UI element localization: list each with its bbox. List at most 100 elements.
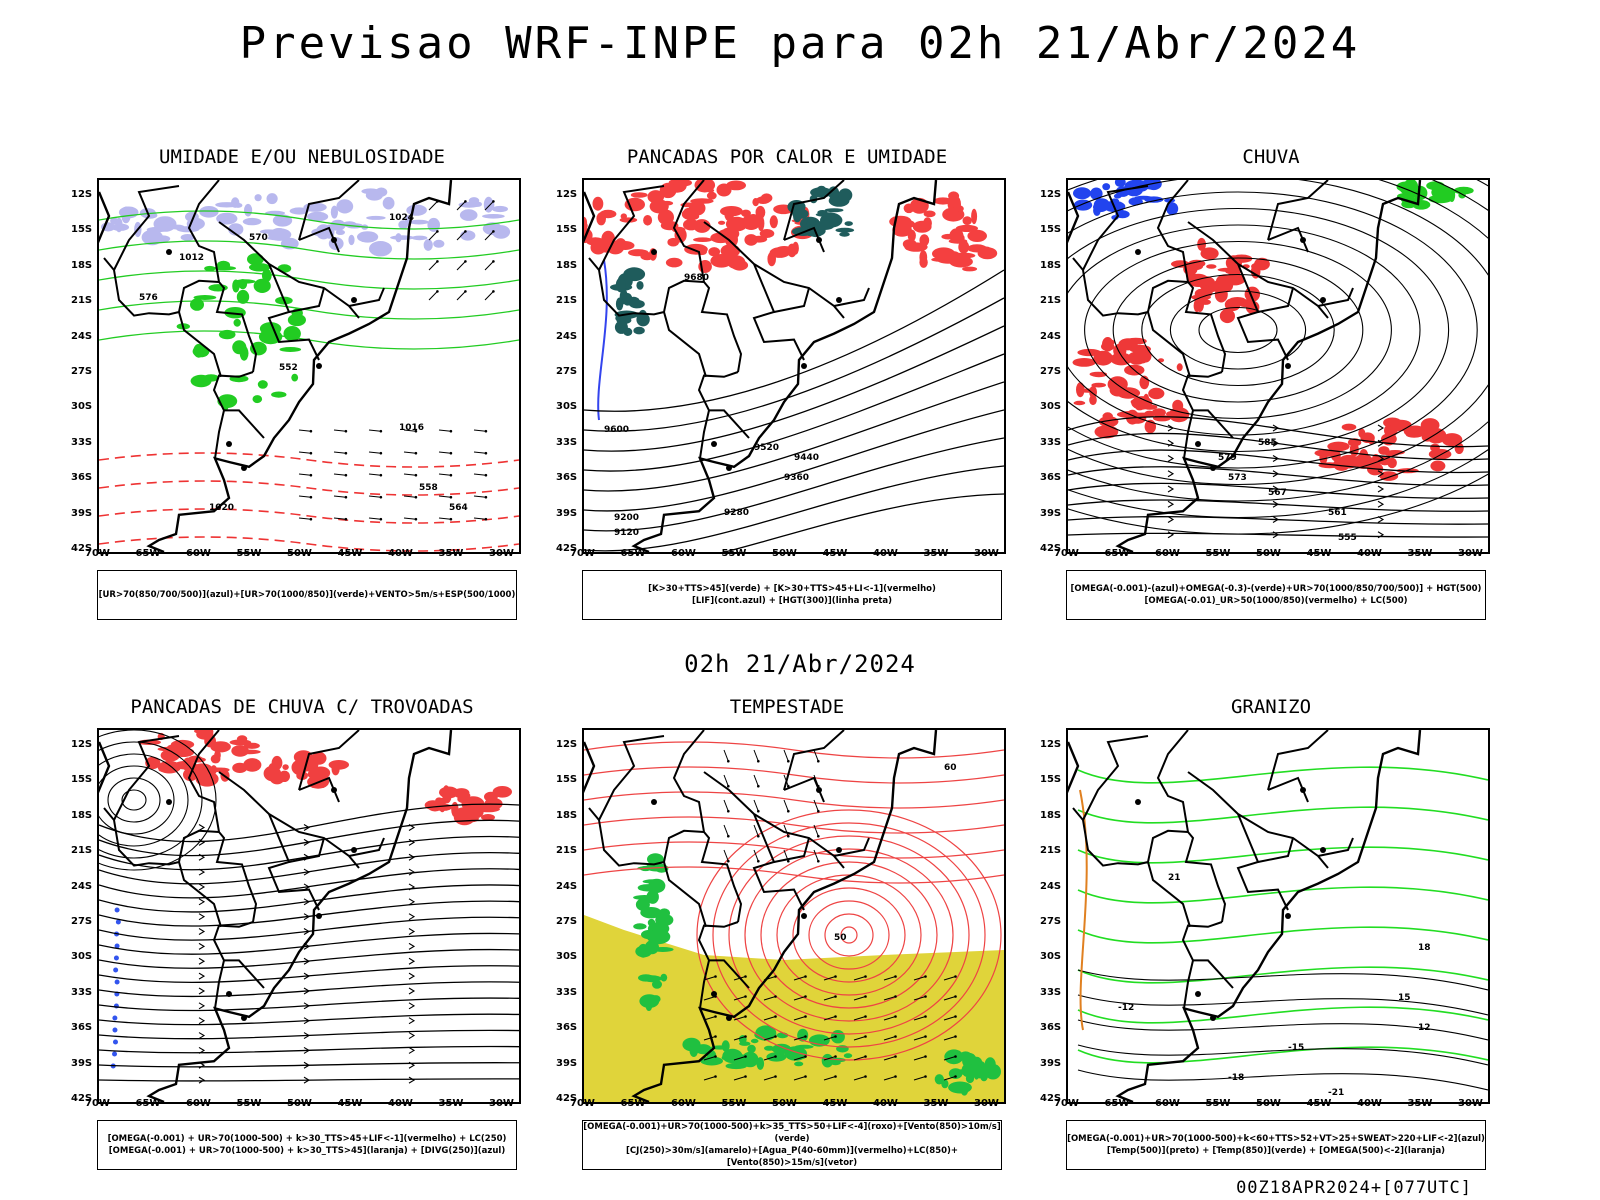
lon-tick-label: 55W [722,1098,747,1109]
lat-tick-label: 18S [1040,810,1061,821]
legend-line: [UR>70(850/700/500)](azul)+[UR>70(1000/8… [98,589,516,601]
lat-tick-label: 27S [71,916,92,927]
lat-tick-label: 27S [556,366,577,377]
lat-tick-label: 18S [71,810,92,821]
lon-tick-label: 35W [439,1098,464,1109]
lat-tick-label: 18S [556,260,577,271]
map-panel: -21 -18 -15 -12 12 15 18 21 [1066,728,1490,1104]
lon-tick-label: 65W [621,548,646,559]
legend-line: [OMEGA(-0.001) + UR>70(1000-500) + k>30_… [98,1133,516,1145]
lat-tick-label: 24S [71,331,92,342]
lon-tick-label: 40W [1357,548,1382,559]
contour-label: 570 [249,233,268,243]
lat-tick-label: 27S [1040,916,1061,927]
panel-legend: [OMEGA(-0.001)-(azul)+OMEGA(-0.3)-(verde… [1066,570,1486,620]
panel-legend: [OMEGA(-0.001) + UR>70(1000-500) + k>30_… [97,1120,517,1170]
lat-tick-label: 33S [1040,437,1061,448]
panel-legend: [OMEGA(-0.001)+UR>70(1000-500)+k<60+TTS>… [1066,1120,1486,1170]
lat-tick-label: 18S [1040,260,1061,271]
page-title: Previsao WRF-INPE para 02h 21/Abr/2024 [0,18,1600,69]
lat-tick-label: 27S [71,366,92,377]
lat-tick-label: 24S [556,881,577,892]
legend-line: [Temp(500)](preto) + [Temp(850)](verde) … [1067,1145,1485,1157]
lat-tick-label: 12S [71,739,92,750]
lon-tick-label: 55W [237,1098,262,1109]
map-svg: 60 50 [584,730,1004,1102]
contour-label: 555 [1338,533,1357,543]
lon-tick-label: 30W [489,1098,514,1109]
map-panel: 1012 1016 1020 1024 552 558 564 570 576 [97,178,521,554]
map-panel [97,728,521,1104]
lon-tick-label: 50W [772,1098,797,1109]
panel-title: CHUVA [1051,146,1491,168]
contour-label: -15 [1288,1043,1304,1053]
lon-tick-label: 65W [136,548,161,559]
panel-title: TEMPESTADE [567,696,1007,718]
lon-tick-label: 50W [1256,548,1281,559]
lon-tick-label: 30W [974,1098,999,1109]
contour-label: 9360 [784,473,809,483]
lon-tick-label: 50W [772,548,797,559]
legend-line: [OMEGA(-0.001)+UR>70(1000-500)+k<60+TTS>… [1067,1133,1485,1145]
lat-tick-label: 15S [556,774,577,785]
lat-tick-label: 30S [1040,951,1061,962]
lon-tick-label: 60W [186,1098,211,1109]
lat-tick-label: 15S [1040,774,1061,785]
contour-label: 561 [1328,508,1347,518]
legend-line: [CJ(250)>30m/s](amarelo)+[Agua_P(40-60mm… [583,1145,1001,1169]
lon-tick-label: 30W [974,548,999,559]
lon-tick-label: 45W [1307,548,1332,559]
contour-label: 9440 [794,453,819,463]
contour-label: 1016 [399,423,424,433]
lat-tick-label: 21S [71,845,92,856]
lat-tick-label: 27S [1040,366,1061,377]
contour-label: 564 [449,503,468,513]
panel-title: GRANIZO [1051,696,1491,718]
lon-tick-label: 60W [671,548,696,559]
legend-line: [LIF](cont.azul) + [HGT(300)](linha pret… [583,595,1001,607]
lat-tick-label: 12S [1040,739,1061,750]
legend-line: [K>30+TTS>45](verde) + [K>30+TTS>45+LI<-… [583,583,1001,595]
lon-tick-label: 55W [722,548,747,559]
lon-tick-label: 60W [671,1098,696,1109]
contour-label: 18 [1418,943,1431,953]
contour-label: -21 [1328,1088,1344,1098]
lat-tick-label: 21S [556,295,577,306]
lat-tick-label: 39S [1040,1058,1061,1069]
map-svg: 1012 1016 1020 1024 552 558 564 570 576 [99,180,519,552]
panel-legend: [OMEGA(-0.001)+UR>70(1000-500)+k>35_TTS>… [582,1120,1002,1170]
lon-tick-label: 35W [924,548,949,559]
contour-label: 573 [1228,473,1247,483]
map-panel: 60 50 [582,728,1006,1104]
lon-tick-label: 30W [489,548,514,559]
lat-tick-label: 15S [556,224,577,235]
lat-tick-label: 33S [71,437,92,448]
contour-label: 9200 [614,513,639,523]
contour-label: 21 [1168,873,1181,883]
map-svg [99,730,519,1102]
lat-tick-label: 15S [1040,224,1061,235]
lat-tick-label: 39S [71,508,92,519]
lon-tick-label: 35W [1408,548,1433,559]
lon-tick-label: 40W [1357,1098,1382,1109]
lat-tick-label: 24S [556,331,577,342]
lat-tick-label: 33S [556,437,577,448]
lat-tick-label: 27S [556,916,577,927]
lon-tick-label: 60W [186,548,211,559]
lon-tick-label: 45W [1307,1098,1332,1109]
contour-label: 9280 [724,508,749,518]
contour-label: 558 [419,483,438,493]
contour-label: 576 [139,293,158,303]
panel-title: PANCADAS POR CALOR E UMIDADE [567,146,1007,168]
lon-tick-label: 70W [85,1098,110,1109]
lon-tick-label: 50W [287,548,312,559]
lon-tick-label: 60W [1155,548,1180,559]
lon-tick-label: 35W [1408,1098,1433,1109]
lat-tick-label: 39S [1040,508,1061,519]
lat-tick-label: 15S [71,774,92,785]
lat-tick-label: 30S [556,401,577,412]
contour-label: 9600 [604,425,629,435]
map-panel: 555 561 567 573 579 585 [1066,178,1490,554]
legend-line: [OMEGA(-0.001)-(azul)+OMEGA(-0.3)-(verde… [1067,583,1485,595]
lon-tick-label: 30W [1458,548,1483,559]
